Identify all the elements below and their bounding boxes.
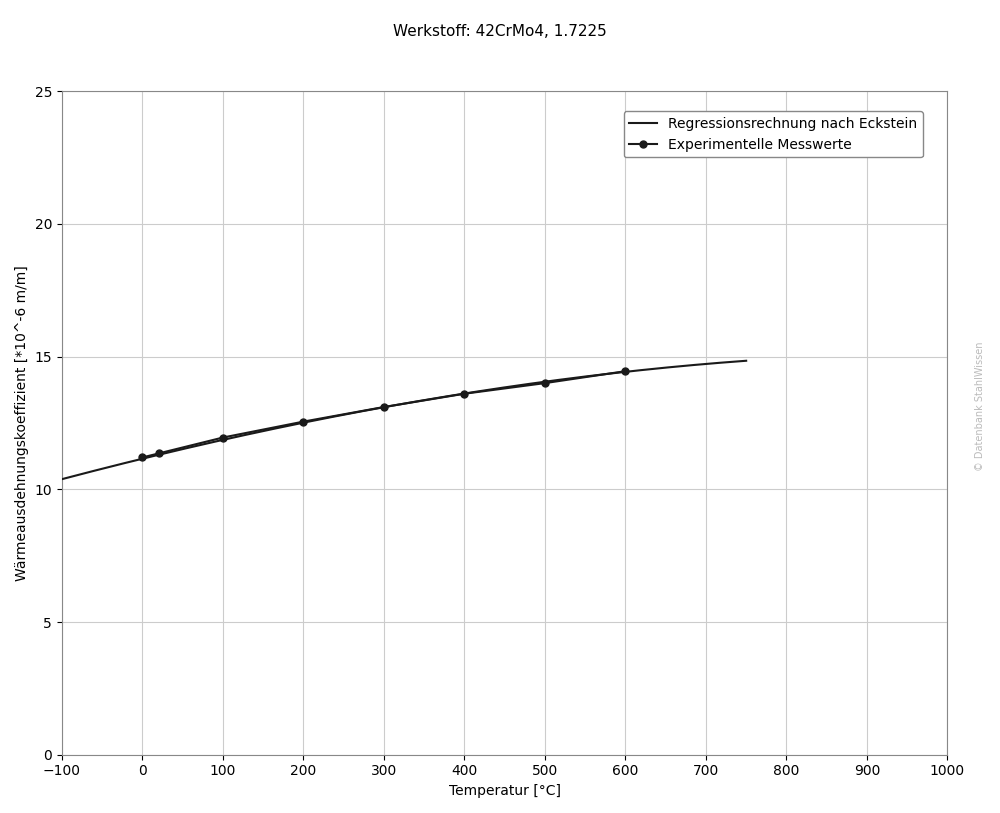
Regressionsrechnung nach Eckstein [56,474,68,484]
Experimentelle Messwerte [619,367,631,376]
Experimentelle Messwerte [458,389,470,398]
X-axis label: Temperatur [°C]: Temperatur [°C] [449,784,561,798]
Regressionsrechnung nach Eckstein [381,402,393,411]
Regressionsrechnung nach Eckstein [463,388,475,398]
Regressionsrechnung nach Eckstein [724,357,736,367]
Regressionsrechnung nach Eckstein [740,356,752,366]
Regressionsrechnung nach Eckstein [385,401,397,411]
Experimentelle Messwerte [297,417,309,427]
Legend: Regressionsrechnung nach Eckstein, Experimentelle Messwerte: Regressionsrechnung nach Eckstein, Exper… [624,111,923,158]
Experimentelle Messwerte [539,378,551,388]
Experimentelle Messwerte [153,449,165,459]
Experimentelle Messwerte [378,402,390,412]
Experimentelle Messwerte [217,433,229,442]
Text: Werkstoff: 42CrMo4, 1.7225: Werkstoff: 42CrMo4, 1.7225 [393,24,607,39]
Text: © Datenbank StahlWissen: © Datenbank StahlWissen [975,341,985,472]
Experimentelle Messwerte [136,453,148,463]
Regressionsrechnung nach Eckstein [617,367,629,377]
Line: Experimentelle Messwerte: Experimentelle Messwerte [139,367,629,461]
Y-axis label: Wärmeausdehnungskoeffizient [*10^-6 m/m]: Wärmeausdehnungskoeffizient [*10^-6 m/m] [15,265,29,580]
Regressionsrechnung nach Eckstein [426,394,438,404]
Line: Regressionsrechnung nach Eckstein: Regressionsrechnung nach Eckstein [62,361,746,479]
